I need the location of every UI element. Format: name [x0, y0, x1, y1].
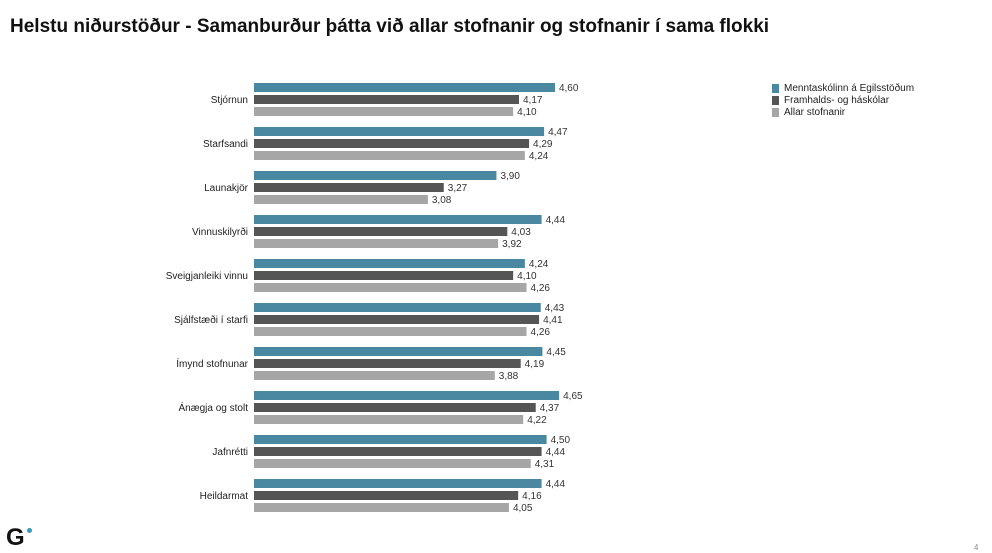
bar: [254, 315, 540, 324]
legend-label: Allar stofnanir: [784, 106, 846, 118]
legend-item: Framhalds- og háskólar: [772, 94, 914, 106]
bar: [254, 447, 542, 456]
bar: [254, 151, 525, 160]
data-label: 4,37: [540, 403, 560, 414]
legend: Menntaskólinn á Egilsstöðum Framhalds- og…: [772, 82, 914, 118]
data-label: 4,26: [531, 283, 551, 294]
legend-swatch: [772, 107, 779, 117]
bar: [254, 171, 497, 180]
data-label: 4,41: [543, 315, 563, 326]
bar: [254, 403, 536, 412]
bar: [254, 95, 520, 104]
bar: [254, 415, 524, 424]
category-label: Vinnuskilyrði: [192, 226, 248, 238]
category-label: Jafnrétti: [212, 447, 248, 458]
category-label: Stjórnun: [211, 95, 248, 106]
data-label: 4,19: [525, 359, 545, 370]
category-label: Starfsandi: [203, 139, 248, 150]
data-label: 3,92: [502, 239, 522, 250]
category-label: Launakjör: [204, 183, 249, 194]
category-label: Sjálfstæði í starfi: [174, 314, 248, 326]
bar: [254, 227, 508, 236]
data-label: 4,44: [546, 447, 566, 458]
bar: [254, 371, 495, 380]
data-label: 4,44: [546, 215, 566, 226]
data-label: 4,43: [545, 303, 565, 314]
bar: [254, 107, 514, 116]
data-label: 4,26: [531, 327, 551, 338]
legend-swatch: [772, 83, 779, 93]
page-number: 4: [974, 543, 979, 552]
bar: [254, 327, 527, 336]
bar: [254, 347, 543, 356]
bar: [254, 491, 519, 500]
data-label: 4,44: [546, 479, 566, 490]
bar: [254, 83, 555, 92]
data-label: 4,22: [527, 415, 547, 426]
bar: [254, 183, 444, 192]
category-label: Ímynd stofnunar: [176, 357, 248, 370]
data-label: 3,90: [500, 171, 520, 182]
bar: [254, 391, 560, 400]
data-label: 3,88: [499, 371, 519, 382]
legend-swatch: [772, 95, 779, 105]
category-label: Heildarmat: [200, 491, 249, 502]
page-title: Helstu niðurstöður - Samanburður þátta v…: [10, 16, 770, 37]
data-label: 4,60: [559, 83, 579, 94]
bar: [254, 303, 541, 312]
bar: [254, 271, 514, 280]
data-label: 4,47: [548, 127, 568, 138]
data-label: 4,45: [546, 347, 566, 358]
category-label: Ánægja og stolt: [179, 401, 249, 414]
bar: [254, 195, 428, 204]
data-label: 3,08: [432, 195, 452, 206]
data-label: 4,31: [535, 459, 555, 470]
data-label: 4,17: [523, 95, 543, 106]
category-label: Sveigjanleiki vinnu: [166, 271, 248, 282]
bar: [254, 259, 525, 268]
bar: [254, 459, 531, 468]
bar: [254, 215, 542, 224]
bar: [254, 139, 530, 148]
data-label: 4,16: [522, 491, 542, 502]
legend-item: Allar stofnanir: [772, 106, 914, 118]
legend-label: Framhalds- og háskólar: [784, 94, 890, 106]
bar: [254, 239, 499, 248]
data-label: 4,10: [517, 107, 537, 118]
bar: [254, 127, 545, 136]
legend-item: Menntaskólinn á Egilsstöðum: [772, 82, 914, 94]
data-label: 4,03: [511, 227, 531, 238]
bar: [254, 503, 509, 512]
legend-label: Menntaskólinn á Egilsstöðum: [784, 82, 915, 94]
bar: [254, 435, 547, 444]
bar: [254, 283, 527, 292]
data-label: 4,50: [551, 435, 571, 446]
data-label: 4,65: [563, 391, 583, 402]
bar: [254, 479, 542, 488]
bar: [254, 359, 521, 368]
data-label: 4,24: [529, 259, 549, 270]
data-label: 4,24: [529, 151, 549, 162]
logo: G: [6, 524, 25, 551]
logo-dot: [27, 528, 32, 533]
data-label: 4,29: [533, 139, 553, 150]
data-label: 3,27: [448, 183, 468, 194]
data-label: 4,10: [517, 271, 537, 282]
data-label: 4,05: [513, 503, 533, 514]
